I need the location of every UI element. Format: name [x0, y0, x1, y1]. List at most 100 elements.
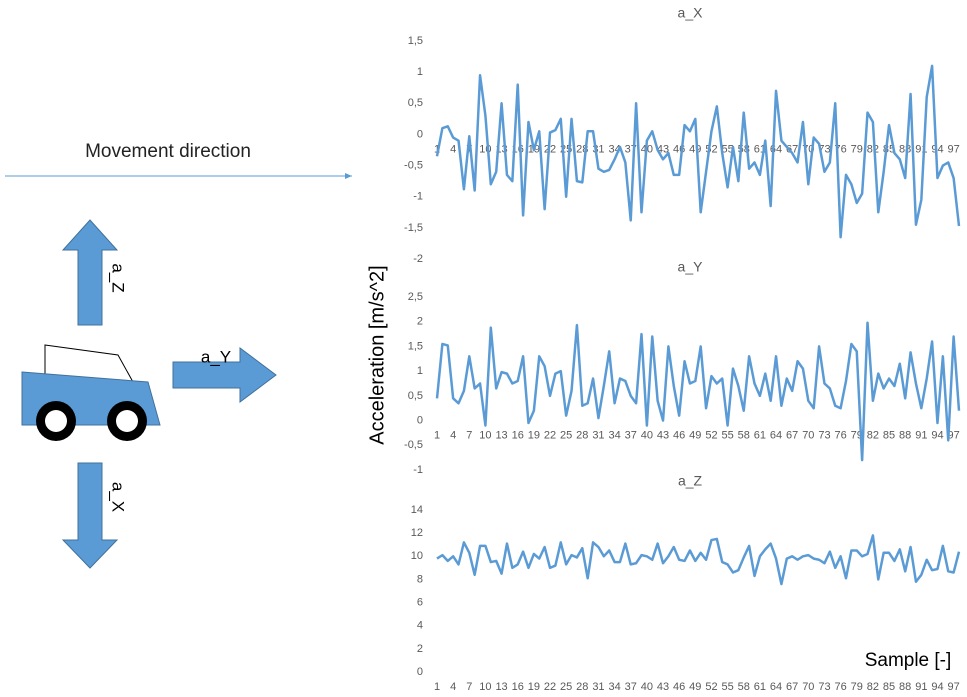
arrow-label: a_X	[109, 482, 128, 512]
x-tick-label: 1	[434, 681, 440, 693]
x-tick-label: 31	[592, 429, 604, 441]
x-tick-label: 10	[479, 143, 491, 155]
y-tick-label: 12	[411, 527, 423, 539]
x-tick-label: 19	[528, 429, 540, 441]
x-tick-label: 91	[915, 681, 927, 693]
y-tick-label: 6	[417, 596, 423, 608]
x-tick-label: 82	[867, 143, 879, 155]
arrow-label: a_Z	[109, 263, 128, 292]
x-tick-label: 64	[770, 143, 782, 155]
x-tick-label: 28	[576, 681, 588, 693]
x-tick-label: 76	[834, 429, 846, 441]
x-tick-label: 82	[867, 681, 879, 693]
x-tick-label: 46	[673, 429, 685, 441]
x-tick-label: 88	[899, 681, 911, 693]
chart-title: a_Z	[678, 473, 703, 489]
y-tick-label: 1	[417, 365, 423, 377]
x-tick-label: 97	[947, 681, 959, 693]
y-tick-label: 14	[411, 504, 423, 516]
y-tick-label: 1,5	[408, 35, 423, 47]
y-tick-label: -1	[413, 191, 423, 203]
y-tick-label: 2,5	[408, 291, 423, 303]
y-tick-label: 0	[417, 666, 423, 678]
y-tick-label: 0,5	[408, 390, 423, 402]
y-tick-label: 2	[417, 643, 423, 655]
x-tick-label: 34	[608, 429, 620, 441]
chart-title: a_Y	[678, 259, 704, 275]
x-tick-label: 16	[512, 681, 524, 693]
x-tick-label: 67	[786, 681, 798, 693]
x-tick-label: 4	[450, 143, 456, 155]
page: Movement direction a_Z a_Y a_X a_X -2 -1,5…	[0, 0, 967, 697]
x-tick-label: 25	[560, 681, 572, 693]
y-tick-label: -1,5	[404, 222, 423, 234]
x-tick-label: 40	[641, 429, 653, 441]
x-tick-label: 10	[479, 681, 491, 693]
diagram: Movement direction a_Z a_Y a_X	[5, 141, 352, 568]
x-tick-label: 4	[450, 429, 456, 441]
x-tick-label: 31	[592, 681, 604, 693]
x-tick-label: 22	[544, 681, 556, 693]
x-tick-label: 79	[851, 681, 863, 693]
x-tick-label: 7	[466, 429, 472, 441]
x-tick-label: 40	[641, 681, 653, 693]
x-tick-label: 88	[899, 143, 911, 155]
y-tick-label: 0,5	[408, 97, 423, 109]
x-tick-label: 85	[883, 681, 895, 693]
x-tick-label: 97	[947, 143, 959, 155]
x-tick-label: 82	[867, 429, 879, 441]
x-tick-label: 58	[738, 681, 750, 693]
x-tick-label: 79	[851, 143, 863, 155]
x-tick-label: 43	[657, 681, 669, 693]
wheel-hub	[45, 410, 67, 432]
arrow-x	[63, 463, 117, 568]
x-tick-label: 61	[754, 681, 766, 693]
y-tick-label: 1,5	[408, 340, 423, 352]
x-tick-label: 55	[721, 429, 733, 441]
x-tick-label: 28	[576, 429, 588, 441]
y-tick-label: 8	[417, 573, 423, 585]
y-tick-label: -2	[413, 253, 423, 265]
x-tick-label: 64	[770, 429, 782, 441]
y-tick-label: -0,5	[404, 159, 423, 171]
x-tick-label: 37	[625, 429, 637, 441]
x-axis-label: Sample [-]	[865, 650, 952, 671]
x-tick-label: 70	[802, 681, 814, 693]
x-tick-label: 91	[915, 143, 927, 155]
x-tick-label: 13	[495, 429, 507, 441]
x-tick-label: 10	[479, 429, 491, 441]
x-tick-label: 4	[450, 681, 456, 693]
y-tick-label: 0	[417, 128, 423, 140]
y-tick-label: 4	[417, 620, 423, 632]
x-tick-label: 19	[528, 681, 540, 693]
x-tick-label: 43	[657, 429, 669, 441]
x-tick-label: 55	[721, 681, 733, 693]
x-tick-label: 49	[689, 681, 701, 693]
x-tick-label: 85	[883, 429, 895, 441]
arrow-label: a_Y	[201, 347, 231, 366]
x-tick-label: 49	[689, 429, 701, 441]
x-tick-label: 94	[931, 681, 943, 693]
x-tick-label: 73	[818, 429, 830, 441]
x-tick-label: 52	[705, 681, 717, 693]
x-tick-label: 22	[544, 429, 556, 441]
x-tick-label: 49	[689, 143, 701, 155]
y-tick-label: -0,5	[404, 439, 423, 451]
x-tick-label: 73	[818, 681, 830, 693]
x-tick-label: 7	[466, 681, 472, 693]
data-line	[437, 535, 959, 584]
x-tick-label: 52	[705, 143, 717, 155]
y-tick-label: 10	[411, 550, 423, 562]
y-axis-label: Acceleration [m/s^2]	[366, 265, 388, 444]
x-tick-label: 16	[512, 429, 524, 441]
x-tick-label: 61	[754, 429, 766, 441]
movement-label: Movement direction	[85, 141, 251, 162]
x-tick-label: 52	[705, 429, 717, 441]
y-tick-label: 1	[417, 66, 423, 78]
x-tick-label: 34	[608, 681, 620, 693]
x-tick-label: 88	[899, 429, 911, 441]
x-tick-label: 67	[786, 429, 798, 441]
x-tick-label: 1	[434, 429, 440, 441]
x-tick-label: 91	[915, 429, 927, 441]
